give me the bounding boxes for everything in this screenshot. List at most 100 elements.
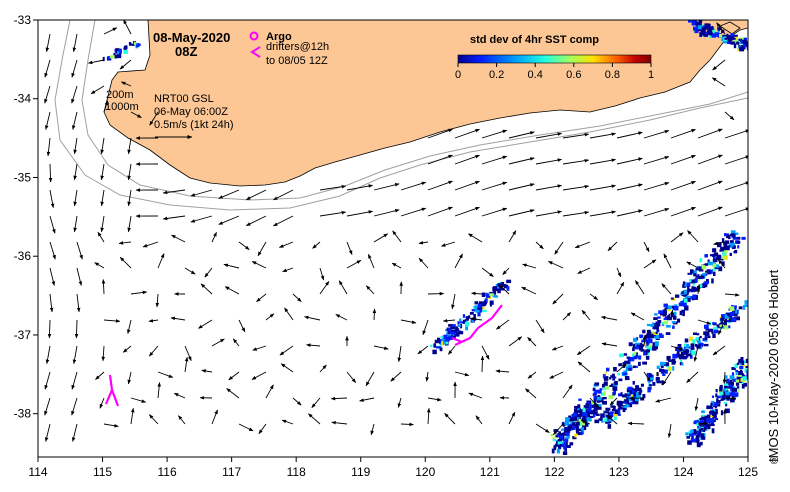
sst-pixel [715,418,719,421]
sst-pixel [639,345,644,351]
sst-pixel [626,397,630,402]
sst-pixel [694,277,698,283]
sst-pixel [636,387,642,392]
sst-pixel [716,403,721,407]
current-arrow [712,59,726,71]
sst-pixel [667,305,672,310]
current-arrow [697,154,723,165]
sst-pixel [681,363,684,366]
current-arrow [400,422,414,427]
sst-pixel [670,297,674,300]
sst-pixel [730,32,734,37]
current-arrow [346,210,374,217]
sst-pixel [680,301,684,306]
sst-pixel [686,295,691,300]
current-arrow [697,206,723,217]
sst-pixel [464,321,470,327]
sst-pixel [568,415,572,418]
sst-pixel [691,436,694,440]
current-arrow [44,371,51,390]
sst-pixel [721,247,726,252]
sst-pixel [557,439,562,442]
sst-pixel [743,382,747,387]
sst-pixel [443,334,448,340]
current-arrow [562,132,590,139]
sst-pixel [483,301,486,307]
sst-pixel [713,411,718,415]
sst-pixel [649,331,654,334]
sst-pixel [462,314,466,318]
current-arrow [661,283,672,295]
drifters-window: to 08/05 12Z [266,55,328,67]
current-arrow [425,371,429,382]
current-arrow [73,189,78,207]
sst-pixel [469,312,474,315]
sst-pixel [587,408,591,412]
sst-pixel [723,388,726,392]
sst-pixel [746,47,748,51]
sst-pixel [602,391,606,396]
sst-pixel [701,410,705,414]
sst-pixel [727,313,730,316]
sst-pixel [731,310,736,313]
sst-pixel [123,49,128,54]
current-arrow [272,189,294,201]
sst-pixel [726,33,729,39]
sst-pixel [733,43,737,49]
sst-pixel [728,235,731,240]
sst-pixel [730,386,736,390]
current-arrow [426,407,431,425]
sst-pixel [724,318,728,324]
current-arrow [535,132,563,139]
sst-pixel [718,34,722,38]
sst-pixel [673,311,677,316]
current-arrow [346,241,353,256]
sst-pixel [703,419,707,423]
sst-pixel [694,343,697,347]
current-arrow [525,388,537,399]
sst-pixel [131,43,135,46]
sst-pixel [692,430,697,435]
sst-pixel [585,405,590,409]
sst-pixel [556,440,558,445]
sst-pixel [749,50,752,54]
current-arrow [643,241,650,253]
sst-pixel [724,250,728,254]
sst-pixel [665,324,671,328]
sst-pixel [716,264,720,268]
current-arrow [127,215,132,233]
sst-pixel [724,37,728,40]
sst-pixel [662,373,666,376]
sst-pixel [474,305,479,311]
current-arrow [71,59,78,78]
current-arrow [697,128,723,139]
current-arrow [427,128,453,139]
current-arrow [232,338,240,347]
sst-pixel [730,388,734,392]
sst-pixel [646,339,649,343]
current-arrow [481,345,490,360]
current-arrow [427,180,453,191]
sst-pixel [572,422,575,426]
sst-pixel [623,353,628,356]
sst-pixel [697,430,701,435]
current-arrow [118,241,132,245]
y-tick-label: -38 [14,407,32,421]
current-arrow [481,155,508,165]
sst-pixel [645,351,648,355]
sst-pixel [593,396,598,400]
sst-pixel [661,362,667,365]
sst-pixel [437,337,441,341]
colorbar-tick-label: 0.4 [528,69,543,81]
sst-pixel [735,379,740,383]
sst-pixel [635,385,639,390]
sst-pixel [729,315,732,319]
sst-pixel [682,284,686,288]
sst-pixel [668,313,671,319]
current-arrow [508,183,535,191]
current-arrow [724,396,737,401]
current-arrow [481,181,508,191]
sst-pixel [629,391,633,395]
sst-pixel [576,410,579,414]
